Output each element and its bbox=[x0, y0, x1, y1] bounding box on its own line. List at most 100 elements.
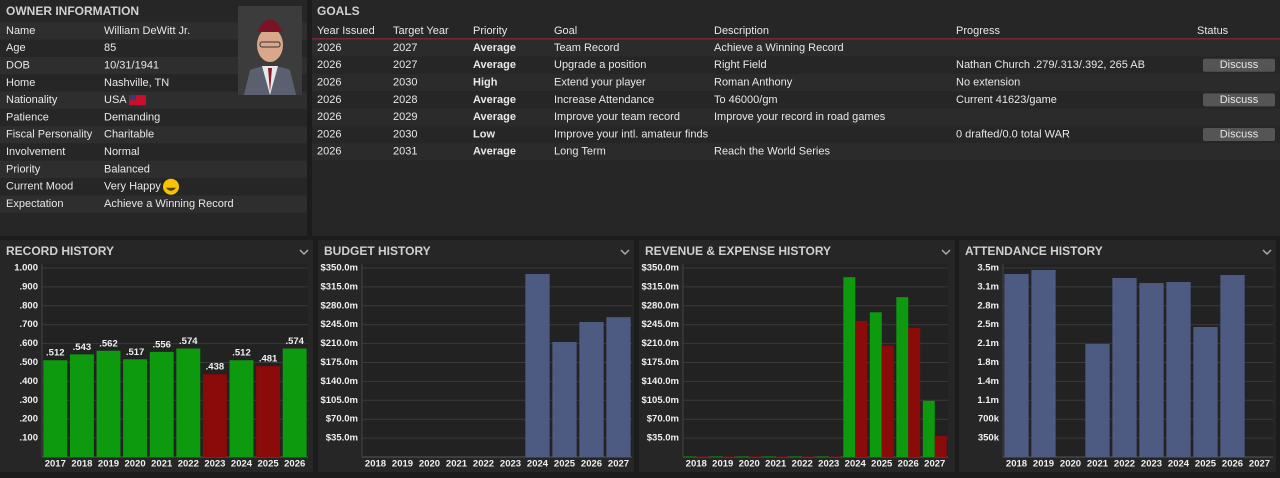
x-tick-label: 2026 bbox=[581, 459, 602, 470]
bar bbox=[881, 345, 894, 457]
bar bbox=[934, 435, 947, 457]
y-tick-label: 2.5m bbox=[977, 319, 999, 330]
owner-title: OWNER INFORMATION bbox=[6, 4, 139, 18]
y-tick-label: 2.1m bbox=[977, 338, 999, 349]
y-tick-label: $105.0m bbox=[641, 395, 679, 406]
goal-cell: Long Term bbox=[554, 146, 606, 158]
bar bbox=[1112, 277, 1137, 457]
goals-row bbox=[312, 56, 1280, 74]
bar bbox=[737, 456, 750, 457]
y-tick-label: .600 bbox=[20, 338, 39, 349]
y-tick-label: $175.0m bbox=[320, 357, 358, 368]
owner-label: Age bbox=[6, 42, 26, 54]
y-tick-label: $350.0m bbox=[320, 263, 358, 274]
bar bbox=[1004, 273, 1029, 457]
goal-cell: 0 drafted/0.0 total WAR bbox=[956, 128, 1070, 140]
y-tick-label: $140.0m bbox=[320, 376, 358, 387]
bar bbox=[855, 320, 868, 457]
goal-priority: Average bbox=[473, 146, 516, 158]
goal-cell: 2027 bbox=[393, 59, 417, 71]
value-label: .438 bbox=[206, 362, 225, 373]
goal-priority: Average bbox=[473, 59, 516, 71]
x-tick-label: 2021 bbox=[446, 459, 468, 470]
y-tick-label: $70.0m bbox=[647, 414, 679, 425]
bar bbox=[710, 456, 723, 457]
owner-row bbox=[0, 39, 307, 57]
x-tick-label: 2017 bbox=[45, 459, 66, 470]
discuss-button[interactable] bbox=[1203, 128, 1275, 141]
y-tick-label: $280.0m bbox=[641, 300, 679, 311]
owner-value: William DeWitt Jr. bbox=[104, 25, 190, 37]
owner-label: Priority bbox=[6, 163, 41, 175]
goal-priority: High bbox=[473, 77, 498, 89]
bar bbox=[1031, 269, 1056, 457]
bar bbox=[282, 348, 307, 457]
chart-menu-chevron[interactable] bbox=[941, 249, 951, 256]
x-tick-label: 2023 bbox=[1141, 459, 1162, 470]
goal-cell: Improve your team record bbox=[554, 111, 680, 123]
bar bbox=[922, 400, 935, 457]
bar bbox=[1085, 343, 1110, 457]
owner-value: Nashville, TN bbox=[104, 77, 169, 89]
goal-cell: 2030 bbox=[393, 128, 417, 140]
goals-column-header: Priority bbox=[473, 25, 508, 37]
goal-cell: Nathan Church .279/.313/.392, 265 AB bbox=[956, 59, 1145, 71]
value-label: .543 bbox=[73, 342, 92, 353]
discuss-button[interactable] bbox=[1203, 93, 1275, 107]
goal-cell: 2031 bbox=[393, 146, 417, 158]
owner-row bbox=[0, 22, 307, 40]
owner-row bbox=[0, 91, 307, 109]
owner-row bbox=[0, 143, 307, 161]
x-tick-label: 2023 bbox=[818, 459, 839, 470]
goal-cell: Upgrade a position bbox=[554, 59, 646, 71]
discuss-button-label[interactable]: Discuss bbox=[1220, 94, 1259, 106]
bar bbox=[69, 354, 94, 457]
owner-label: Current Mood bbox=[6, 181, 73, 193]
bar bbox=[525, 273, 550, 457]
x-tick-label: 2020 bbox=[419, 459, 440, 470]
x-tick-label: 2024 bbox=[1168, 459, 1190, 470]
chart-menu-chevron[interactable] bbox=[1262, 249, 1272, 256]
chart-menu-chevron[interactable] bbox=[620, 249, 630, 256]
value-label: .481 bbox=[259, 354, 278, 365]
mood-smile bbox=[166, 187, 176, 191]
goals-row bbox=[312, 143, 1280, 161]
bar bbox=[763, 456, 776, 457]
chart-title: REVENUE & EXPENSE HISTORY bbox=[645, 244, 831, 258]
bar bbox=[696, 456, 709, 457]
discuss-button[interactable] bbox=[1203, 58, 1275, 72]
bar bbox=[843, 277, 856, 457]
discuss-button-label[interactable]: Discuss bbox=[1220, 59, 1259, 71]
y-tick-label: $210.0m bbox=[641, 338, 679, 349]
bar bbox=[896, 297, 909, 457]
bar bbox=[1139, 283, 1164, 457]
bar bbox=[149, 351, 174, 457]
goal-cell: Team Record bbox=[554, 42, 619, 54]
owner-label: Patience bbox=[6, 111, 49, 123]
owner-row bbox=[0, 108, 307, 127]
owner-row bbox=[0, 126, 307, 144]
goal-cell: No extension bbox=[956, 77, 1020, 89]
bar bbox=[202, 374, 227, 457]
bar bbox=[96, 350, 121, 457]
bar bbox=[816, 456, 829, 457]
goal-cell: 2026 bbox=[317, 146, 341, 158]
goal-cell: Right Field bbox=[714, 59, 767, 71]
y-tick-label: $245.0m bbox=[641, 319, 679, 330]
bar bbox=[790, 456, 803, 457]
owner-value: 10/31/1941 bbox=[104, 60, 159, 72]
y-tick-label: .200 bbox=[20, 414, 39, 425]
bar bbox=[606, 317, 631, 457]
owner-value: 85 bbox=[104, 42, 116, 54]
goals-column-header: Description bbox=[714, 25, 769, 37]
goal-priority: Low bbox=[473, 128, 495, 140]
discuss-button-label[interactable]: Discuss bbox=[1220, 128, 1259, 140]
chart-title: BUDGET HISTORY bbox=[324, 244, 431, 258]
goal-cell: 2026 bbox=[317, 59, 341, 71]
y-tick-label: $350.0m bbox=[641, 263, 679, 274]
owner-label: DOB bbox=[6, 60, 30, 72]
bar bbox=[722, 456, 735, 457]
y-tick-label: $105.0m bbox=[320, 395, 358, 406]
chart-menu-chevron[interactable] bbox=[299, 249, 309, 256]
y-tick-label: 1.4m bbox=[977, 376, 999, 387]
